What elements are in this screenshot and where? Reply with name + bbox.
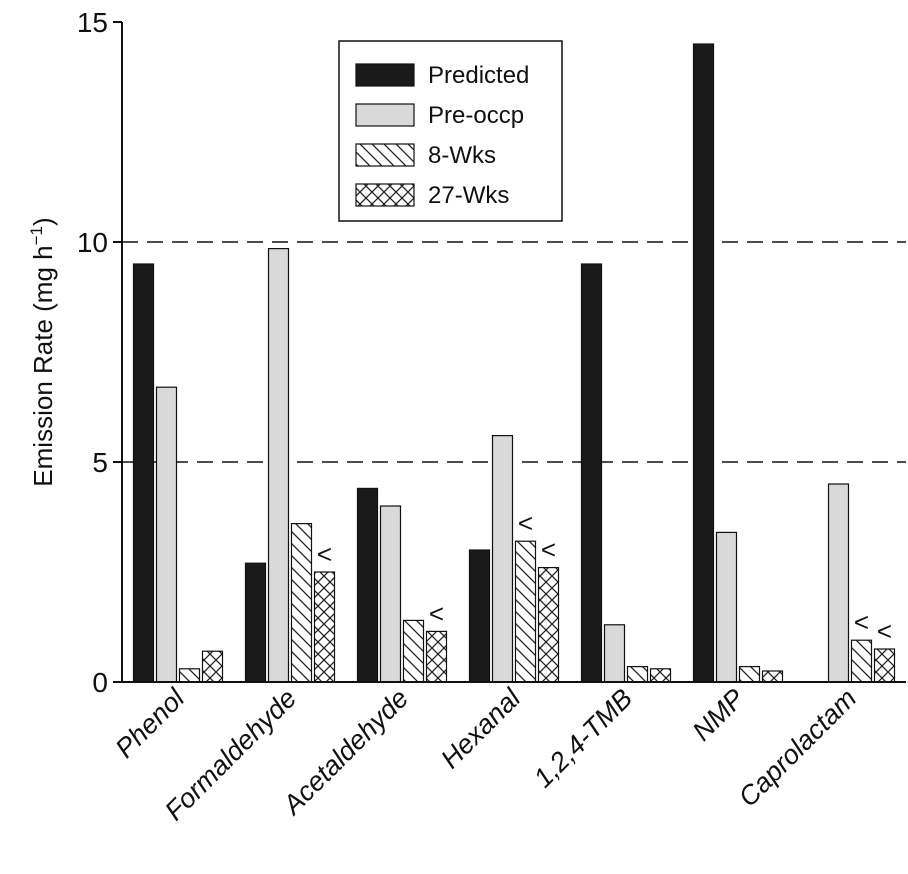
bar-caprolactam-27-wks xyxy=(873,648,896,683)
below-detection-marker: < xyxy=(429,598,444,628)
bar-phenol-pre-occp xyxy=(155,386,178,683)
bar-acetaldehyde-27-wks xyxy=(425,630,448,683)
category-label-phenol: Phenol xyxy=(110,682,191,763)
bar-phenol-27-wks xyxy=(201,650,224,683)
legend-label-predicted: Predicted xyxy=(428,62,529,89)
category-label-caprolactam: Caprolactam xyxy=(733,683,862,812)
bar-caprolactam-8-wks xyxy=(850,639,873,683)
legend: Predicted Pre-occp 8-Wks 27-Wks xyxy=(338,40,563,222)
bar-acetaldehyde-pre-occp xyxy=(379,505,402,683)
bar-1-2-4-tmb-8-wks xyxy=(626,665,649,683)
y-axis-label-superscript: −1 xyxy=(27,226,46,245)
legend-label-27-wks: 27-Wks xyxy=(428,182,509,209)
bar-caprolactam-pre-occp xyxy=(827,483,850,683)
bar-1-2-4-tmb-27-wks xyxy=(649,668,672,683)
y-tick-label: 10 xyxy=(77,227,108,258)
legend-label-pre-occp: Pre-occp xyxy=(428,102,524,129)
bars-group xyxy=(132,43,896,683)
bar-formaldehyde-pre-occp xyxy=(267,248,290,683)
axes-group xyxy=(121,22,906,683)
bar-nmp-pre-occp xyxy=(715,531,738,683)
bar-hexanal-27-wks xyxy=(537,566,560,683)
bar-formaldehyde-predicted xyxy=(244,562,267,683)
y-axis-label: Emission Rate (mg h−1) xyxy=(27,217,58,486)
legend-swatch-27-wks xyxy=(355,183,415,207)
bar-nmp-predicted xyxy=(692,43,715,683)
bar-1-2-4-tmb-pre-occp xyxy=(603,624,626,683)
bar-hexanal-pre-occp xyxy=(491,435,514,683)
bar-1-2-4-tmb-predicted xyxy=(580,263,603,683)
legend-swatch-8-wks xyxy=(355,143,415,167)
category-label-nmp: NMP xyxy=(687,683,751,747)
legend-swatch-pre-occp xyxy=(355,103,415,127)
y-axis-label-main: Emission Rate (mg h xyxy=(28,245,58,486)
legend-label-8-wks: 8-Wks xyxy=(428,142,496,169)
bar-hexanal-8-wks xyxy=(514,540,537,683)
bar-nmp-8-wks xyxy=(738,665,761,683)
below-detection-marker: < xyxy=(854,607,869,637)
reference-lines xyxy=(122,241,906,463)
y-axis-label-close: ) xyxy=(28,217,58,226)
bar-nmp-27-wks xyxy=(761,670,784,683)
y-ticks-group: 0 5 10 15 xyxy=(77,7,122,698)
bar-acetaldehyde-predicted xyxy=(356,487,379,683)
bar-formaldehyde-27-wks xyxy=(313,571,336,683)
y-tick-label: 15 xyxy=(77,7,108,38)
below-detection-marker: < xyxy=(518,508,533,538)
category-label-hexanal: Hexanal xyxy=(435,682,527,774)
bar-formaldehyde-8-wks xyxy=(290,522,313,683)
legend-swatch-predicted xyxy=(355,63,415,87)
below-detection-marker: < xyxy=(877,616,892,646)
bar-acetaldehyde-8-wks xyxy=(402,619,425,683)
bar-hexanal-predicted xyxy=(468,549,491,683)
bar-phenol-predicted xyxy=(132,263,155,683)
bar-phenol-8-wks xyxy=(178,668,201,683)
y-tick-label: 5 xyxy=(92,447,108,478)
below-detection-marker: < xyxy=(317,539,332,569)
y-tick-label: 0 xyxy=(92,667,108,698)
below-detection-marker: < xyxy=(541,535,556,565)
detection-markers-group: < < < < < < xyxy=(317,508,892,646)
category-label-1-2-4-tmb: 1,2,4-TMB xyxy=(528,683,638,793)
